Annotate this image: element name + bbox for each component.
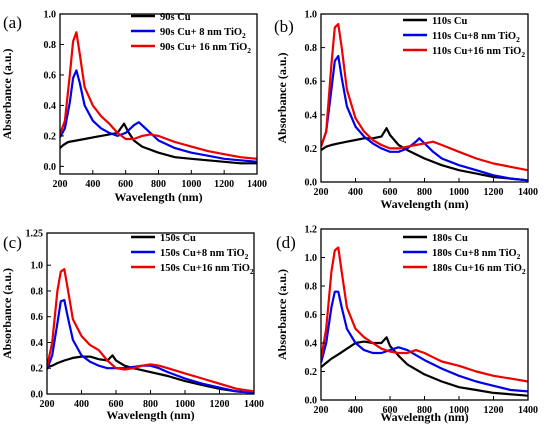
series-line-2	[60, 69, 257, 163]
x-tick-label: 200	[40, 399, 55, 410]
y-tick-label: 0.6	[305, 77, 318, 88]
x-tick-label: 600	[383, 405, 398, 416]
series-line-3	[321, 246, 528, 383]
legend-label: 110s Cu	[432, 16, 467, 27]
x-tick-label: 400	[85, 179, 100, 190]
x-tick-label: 1200	[484, 405, 504, 416]
series-line-2	[321, 290, 528, 393]
x-axis-title: Wavelength (nm)	[380, 197, 468, 211]
y-tick-label: 0.4	[31, 338, 44, 349]
x-tick-label: 200	[314, 405, 329, 416]
series-line-1	[321, 127, 528, 182]
y-tick-label: 1.0	[44, 10, 57, 21]
legend-label: 180s Cu+16 nm TiO2	[432, 263, 526, 276]
legend-label: 90s Cu+ 16 nm TiO2	[160, 42, 251, 55]
y-tick-label: 1.2	[305, 225, 318, 236]
x-tick-label: 600	[383, 187, 398, 198]
legend-label: 90s Cu+ 8 nm TiO2	[160, 27, 246, 40]
y-tick-label: 0.2	[305, 144, 318, 155]
y-tick-label: 1.25	[26, 229, 44, 240]
legend-label: 150s Cu+8 nm TiO2	[160, 248, 249, 261]
y-axis-title: Absorbance (a.u.)	[0, 48, 14, 139]
x-tick-label: 1400	[247, 179, 267, 190]
y-tick-label: 1.0	[305, 253, 318, 264]
panel-2: 200 400 600 800 1000 1200 1400 0.0 0.2 0.4 0.6 0.8 1…	[274, 10, 538, 212]
x-tick-label: 1200	[214, 179, 234, 190]
x-tick-label: 800	[417, 187, 432, 198]
panel-label: (d)	[276, 233, 296, 252]
y-tick-label: 0.0	[44, 162, 57, 173]
x-tick-label: 400	[74, 399, 89, 410]
panel-3: 200 400 600 800 1000 1200 1400 0.0 0.2 0.4 0.6 0.8 1…	[0, 229, 264, 423]
series-line-3	[60, 31, 257, 160]
x-tick-label: 800	[151, 179, 166, 190]
y-tick-label: 0.2	[305, 367, 318, 378]
y-tick-label: 0.0	[305, 396, 318, 407]
legend-label: 180s Cu+8 nm TiO2	[432, 248, 521, 261]
x-axis-title: Wavelength (nm)	[114, 190, 202, 204]
series-line-1	[60, 122, 257, 165]
series-line-3	[47, 268, 254, 393]
legend-label: 180s Cu	[432, 233, 468, 244]
series-line-1	[321, 336, 528, 397]
y-tick-label: 1.0	[31, 261, 44, 272]
x-tick-label: 1400	[244, 399, 264, 410]
y-tick-label: 0.4	[305, 110, 318, 121]
x-tick-label: 200	[314, 187, 329, 198]
x-tick-label: 1000	[449, 405, 469, 416]
y-tick-label: 0.6	[31, 312, 44, 323]
x-tick-label: 600	[118, 179, 133, 190]
legend-label: 110s Cu+8 nm TiO2	[432, 31, 520, 44]
y-tick-label: 0.8	[305, 282, 318, 293]
x-tick-label: 1200	[484, 187, 504, 198]
x-tick-label: 1000	[175, 399, 195, 410]
x-tick-label: 400	[348, 405, 363, 416]
panel-1: 200 400 600 800 1000 1200 1400 0.0 0.2 0.4 0.6 0.8 1…	[0, 10, 267, 205]
x-axis-title: Wavelength (nm)	[106, 408, 194, 422]
y-tick-label: 0.8	[305, 43, 318, 54]
y-tick-label: 0.0	[305, 178, 318, 189]
plot-frame	[59, 13, 258, 175]
series-line-2	[321, 54, 528, 182]
x-tick-label: 400	[348, 187, 363, 198]
x-tick-label: 800	[417, 405, 432, 416]
x-tick-label: 800	[143, 399, 158, 410]
legend-label: 90s Cu	[160, 12, 191, 23]
x-tick-label: 1200	[210, 399, 230, 410]
y-tick-label: 1.0	[305, 10, 318, 21]
x-axis-title: Wavelength (nm)	[380, 410, 468, 424]
y-axis-title: Absorbance (a.u.)	[275, 52, 289, 143]
y-tick-label: 0.8	[31, 286, 44, 297]
y-tick-label: 0.6	[44, 70, 57, 81]
y-tick-label: 0.8	[44, 40, 57, 51]
y-tick-label: 0.0	[31, 390, 44, 401]
panel-label: (a)	[3, 13, 22, 32]
x-tick-label: 1400	[518, 187, 538, 198]
series-line-3	[321, 23, 528, 172]
legend-label: 150s Cu+16 nm TiO2	[160, 263, 254, 276]
series-line-1	[47, 354, 254, 394]
x-tick-label: 600	[109, 399, 124, 410]
y-axis-title: Absorbance (a.u.)	[0, 268, 14, 359]
y-tick-label: 0.4	[305, 339, 318, 350]
y-tick-label: 0.2	[31, 364, 44, 375]
legend-label: 110s Cu+16 nm TiO2	[432, 46, 525, 59]
x-tick-label: 1000	[181, 179, 201, 190]
panel-label: (b)	[274, 17, 294, 36]
x-tick-label: 1400	[518, 405, 538, 416]
y-tick-label: 0.6	[305, 310, 318, 321]
x-tick-label: 200	[53, 179, 68, 190]
series-line-2	[47, 298, 254, 394]
legend-label: 150s Cu	[160, 233, 196, 244]
y-axis-title: Absorbance (a.u.)	[275, 269, 289, 360]
x-tick-label: 1000	[449, 187, 469, 198]
panel-4: 200 400 600 800 1000 1200 1400 0.0 0.2 0.4 0.6 0.8 1…	[275, 225, 538, 425]
y-tick-label: 0.4	[44, 101, 57, 112]
panel-label: (c)	[3, 233, 22, 252]
y-tick-label: 0.2	[44, 131, 57, 142]
